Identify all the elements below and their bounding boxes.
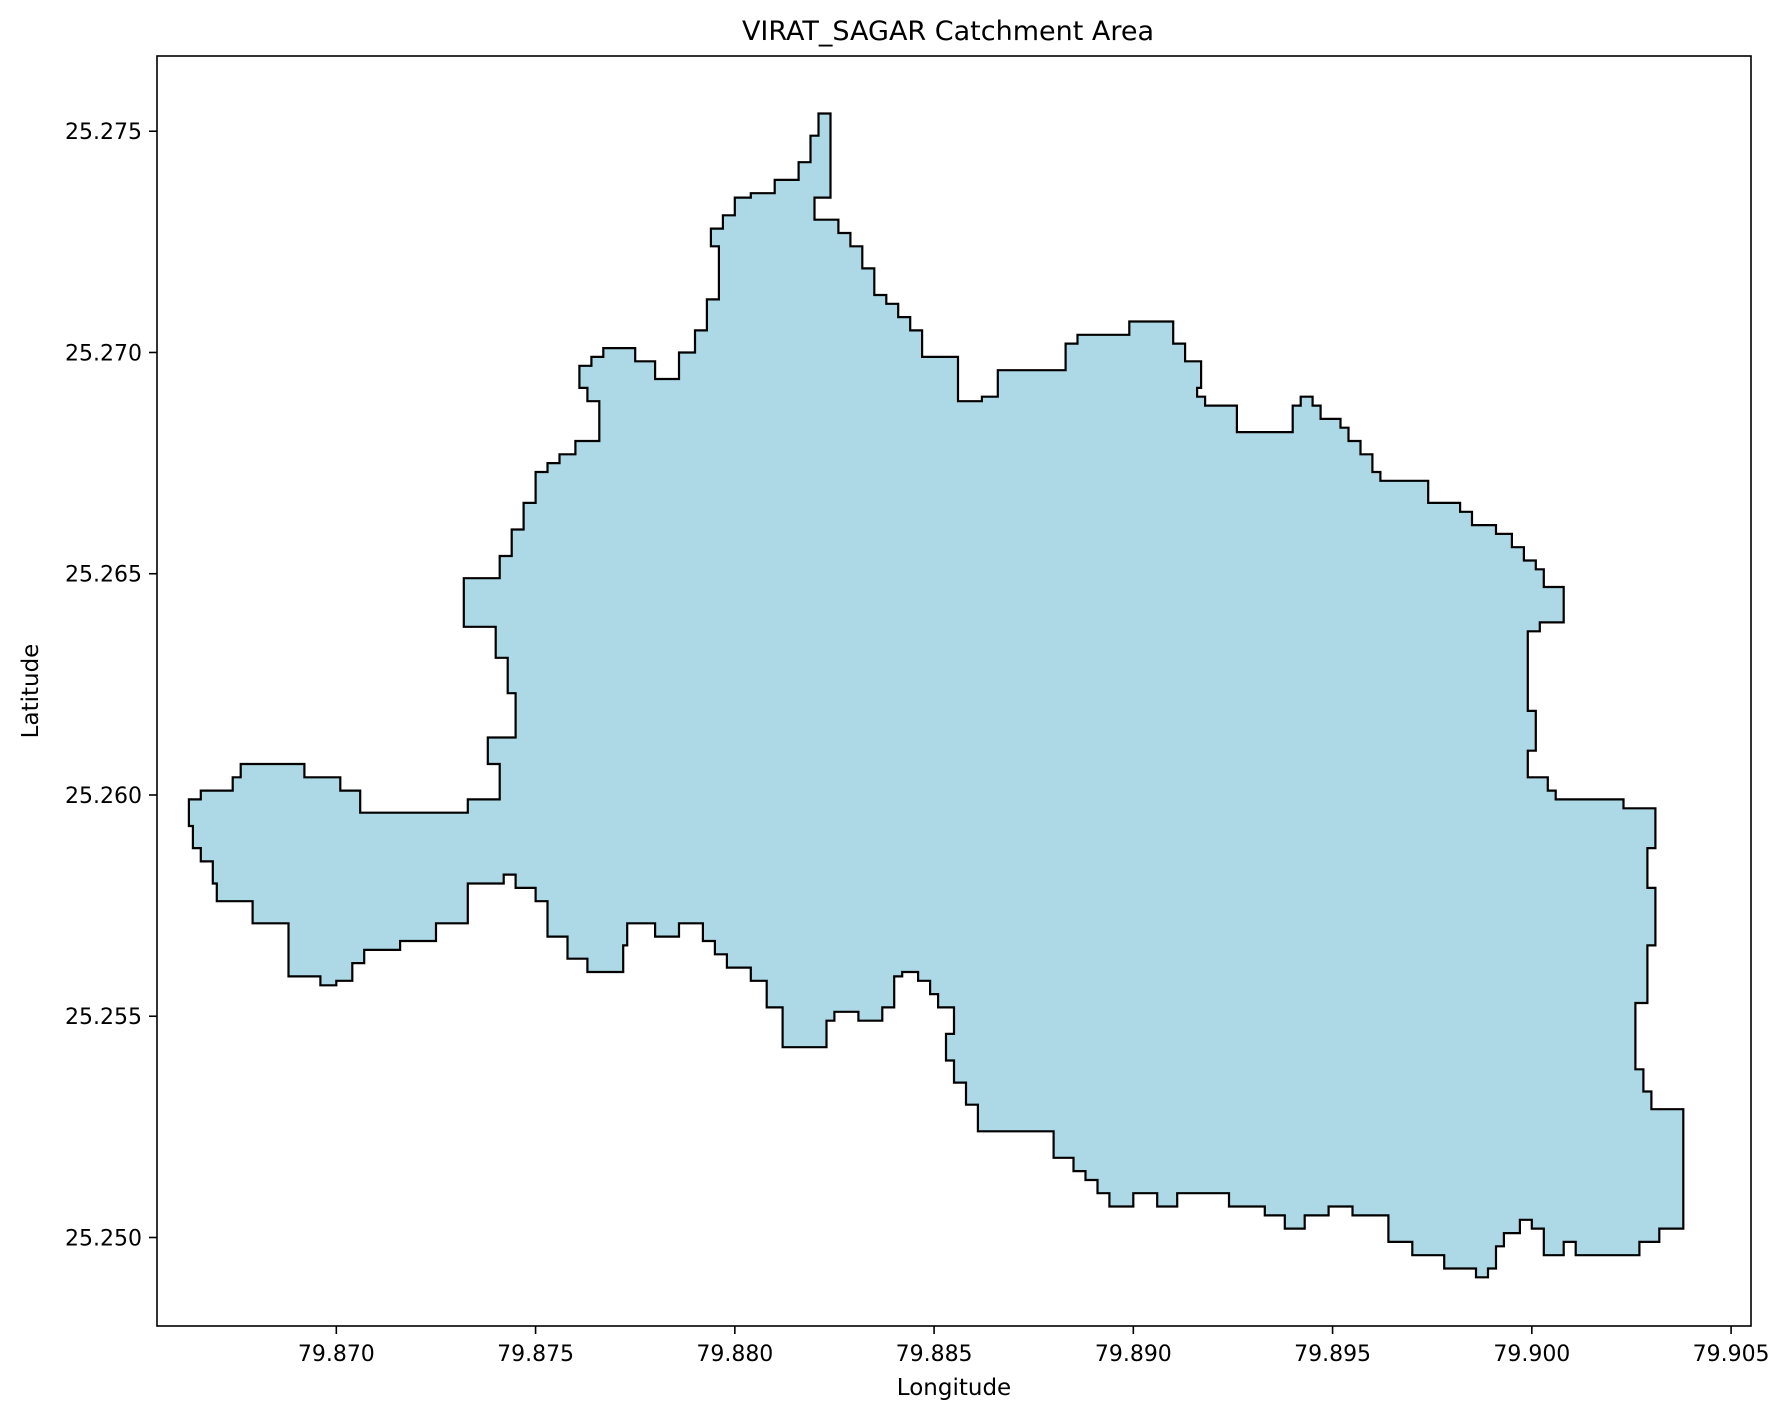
x-tick-label: 79.900: [1493, 1342, 1570, 1367]
x-tick-label: 79.895: [1294, 1342, 1371, 1367]
y-tick-label: 25.255: [65, 1005, 142, 1030]
x-tick-label: 79.880: [696, 1342, 773, 1367]
x-tick-label: 79.905: [1693, 1342, 1770, 1367]
y-axis-label: Latitude: [18, 644, 44, 739]
y-tick-label: 25.260: [65, 784, 142, 809]
y-tick-label: 25.265: [65, 563, 142, 588]
chart-title: VIRAT_SAGAR Catchment Area: [742, 16, 1154, 47]
axes-frame: [156, 55, 1752, 1327]
x-axis-ticks: 79.870 79.875 79.880 79.885 79.890 79.895 79.9…: [298, 1326, 1770, 1367]
y-tick-label: 25.250: [65, 1226, 142, 1251]
plot-area: [156, 55, 1752, 1327]
x-tick-label: 79.890: [1095, 1342, 1172, 1367]
y-tick-label: 25.275: [65, 120, 142, 145]
x-tick-label: 79.885: [896, 1342, 973, 1367]
y-axis-ticks: 25.250 25.255 25.260 25.265 25.270 25.275: [65, 120, 157, 1251]
x-axis-label: Longitude: [897, 1375, 1011, 1401]
x-tick-label: 79.870: [298, 1342, 375, 1367]
x-tick-label: 79.875: [497, 1342, 574, 1367]
y-tick-label: 25.270: [65, 341, 142, 366]
catchment-polygon: [187, 112, 1685, 1279]
